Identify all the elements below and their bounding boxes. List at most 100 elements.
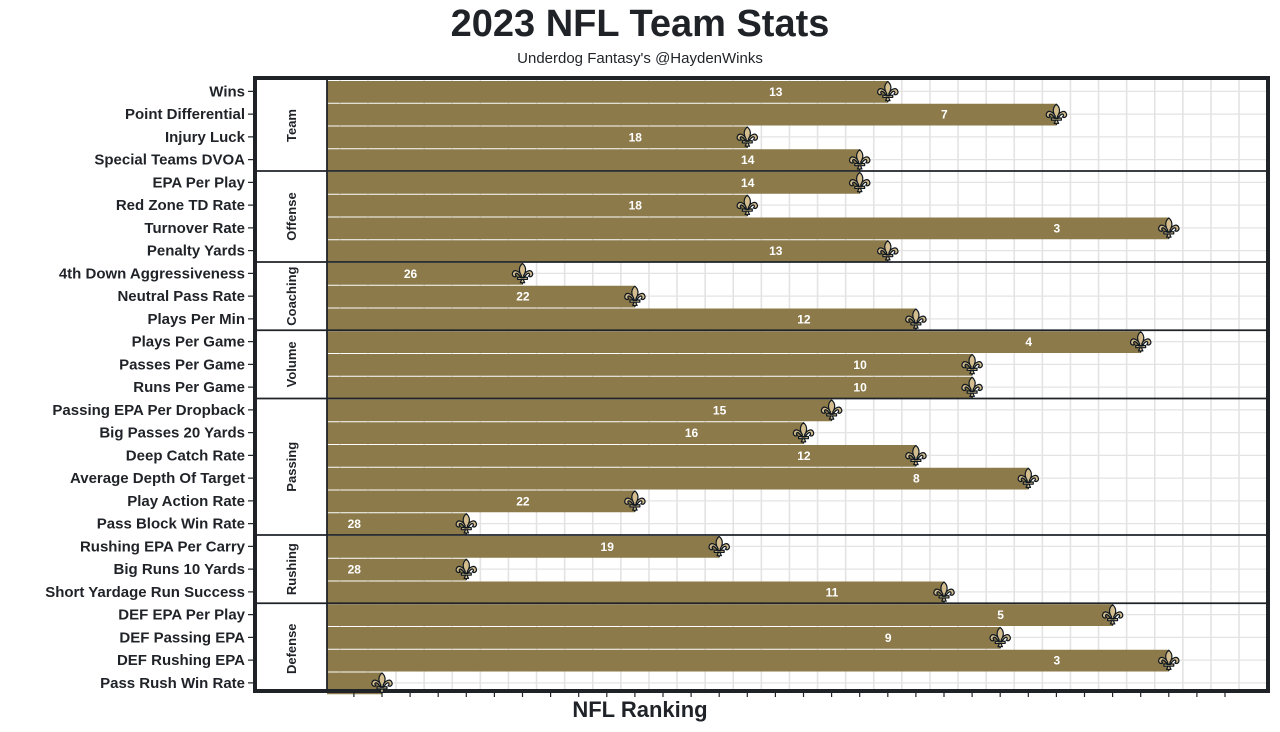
bar (327, 308, 916, 331)
bar-value-label: 13 (769, 244, 783, 258)
fleur-de-lis-icon (1158, 649, 1180, 672)
chart-title: 2023 NFL Team Stats (450, 3, 830, 45)
fleur-de-lis-icon (1045, 103, 1068, 126)
category-label: Runs Per Game (133, 379, 245, 396)
bar (327, 81, 888, 103)
bar-value-label: 22 (516, 290, 530, 304)
fleur-de-lis-icon (848, 149, 871, 171)
category-label: Short Yardage Run Success (45, 584, 245, 601)
bar-value-label: 31 (263, 676, 277, 690)
category-label: Rushing EPA Per Carry (80, 538, 246, 555)
group-label: Coaching (284, 266, 299, 325)
bar (327, 240, 888, 262)
bar (327, 672, 382, 695)
bar-value-label: 22 (516, 494, 530, 508)
bar-value-label: 15 (713, 403, 727, 417)
bar-value-label: 7 (941, 108, 948, 122)
fleur-de-lis-icon (736, 126, 759, 148)
category-label: Penalty Yards (147, 243, 245, 260)
category-label: Neutral Pass Rate (117, 288, 245, 305)
bar (327, 399, 832, 422)
bar-value-label: 18 (629, 130, 643, 144)
category-label: Average Depth Of Target (70, 470, 245, 487)
bar (327, 558, 467, 581)
bar (327, 581, 944, 604)
category-label: DEF Rushing EPA (117, 652, 245, 669)
bar (327, 513, 467, 535)
category-label: DEF EPA Per Play (118, 607, 245, 624)
fleur-de-lis-icon (455, 513, 478, 535)
category-label: DEF Passing EPA (119, 629, 245, 646)
bar-value-label: 28 (348, 563, 362, 577)
fleur-de-lis-icon (905, 444, 927, 467)
bar-value-label: 9 (885, 631, 892, 645)
group-label: Volume (284, 341, 299, 387)
fleur-de-lis-icon (877, 240, 899, 262)
fleur-de-lis-icon (905, 308, 927, 330)
bar (327, 604, 1113, 626)
bar-value-label: 18 (629, 199, 643, 213)
bar-value-label: 16 (685, 426, 699, 440)
fleur-de-lis-icon (1158, 217, 1180, 239)
fleur-de-lis-icon (624, 490, 646, 512)
bar-value-label: 11 (826, 585, 839, 599)
bar (327, 263, 523, 285)
group-label: Team (284, 109, 299, 142)
fleur-de-lis-icon (848, 171, 871, 194)
category-label: Big Runs 10 Yards (114, 561, 245, 578)
category-label: Passes Per Game (119, 356, 245, 373)
category-label: Play Action Rate (127, 493, 245, 510)
bar-value-label: 26 (404, 267, 418, 281)
bar-value-label: 19 (601, 540, 615, 554)
fleur-de-lis-icon (1101, 604, 1124, 626)
category-label: Pass Block Win Rate (97, 516, 245, 533)
bar-value-label: 3 (1053, 221, 1060, 235)
bar (327, 536, 720, 558)
plot-frame (253, 76, 1270, 693)
category-label: Wins (209, 83, 245, 100)
bar (327, 172, 860, 194)
category-label: Point Differential (125, 106, 245, 123)
fleur-de-lis-icon (933, 581, 955, 603)
category-label: EPA Per Play (152, 174, 245, 191)
category-label: Turnover Rate (144, 220, 245, 237)
category-label: Pass Rush Win Rate (100, 675, 245, 692)
bar-value-label: 3 (1053, 654, 1060, 668)
group-label: Defense (284, 623, 299, 674)
bar (327, 445, 916, 467)
bar (327, 422, 804, 444)
category-label: Plays Per Game (132, 334, 245, 351)
bar (327, 126, 748, 149)
fleur-de-lis-icon (877, 80, 899, 103)
bar-value-label: 28 (348, 517, 362, 531)
bar-value-label: 14 (741, 176, 755, 190)
fleur-de-lis-icon (371, 672, 393, 694)
fleur-de-lis-icon (455, 558, 478, 581)
bar-value-label: 12 (797, 449, 811, 463)
fleur-de-lis-icon (1017, 467, 1040, 490)
category-label: Big Passes 20 Yards (99, 425, 245, 442)
category-label: Passing EPA Per Dropback (52, 402, 245, 419)
bar-value-label: 12 (797, 312, 811, 326)
bar (327, 103, 1057, 126)
bar (327, 376, 973, 399)
bar (327, 490, 635, 513)
chart-subtitle: Underdog Fantasy's @HaydenWinks (517, 50, 763, 67)
bar-value-label: 13 (769, 85, 783, 99)
bar (327, 194, 748, 217)
bar-value-label: 4 (1025, 335, 1032, 349)
fleur-de-lis-icon (511, 262, 534, 285)
fleur-de-lis-icon (961, 376, 983, 399)
bar-value-label: 10 (853, 358, 867, 372)
category-label: Special Teams DVOA (94, 152, 245, 169)
bar (327, 285, 635, 308)
group-label: Offense (284, 192, 299, 240)
bar (327, 467, 1029, 490)
category-label: Red Zone TD Rate (116, 197, 245, 214)
fleur-de-lis-icon (820, 399, 843, 421)
fleur-de-lis-icon (961, 353, 983, 376)
category-label: Deep Catch Rate (126, 447, 245, 464)
group-label: Passing (284, 442, 299, 492)
bar (327, 649, 1169, 672)
